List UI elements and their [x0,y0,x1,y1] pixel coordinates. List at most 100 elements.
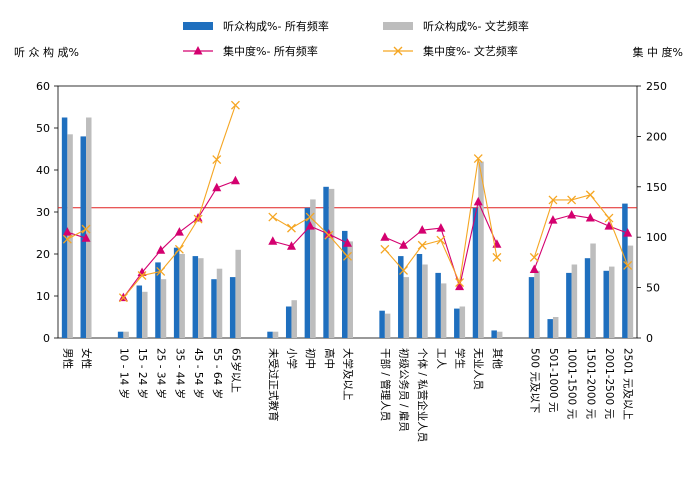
x-marker [193,214,203,224]
triangle-marker [417,225,427,234]
bar [155,262,161,338]
category-label: 初中 [304,348,317,369]
bar [603,270,609,338]
bar [622,203,628,338]
right-tick-label: 50 [646,282,660,295]
bar [304,207,311,338]
left-tick-label: 40 [36,164,50,177]
bar [440,283,447,338]
bar [173,247,180,338]
x-marker [567,195,577,205]
lines [62,100,633,303]
legend-label: 集中度%- 所有频率 [223,44,318,58]
bar [123,331,129,338]
category-label: 女性 [80,348,93,369]
bar [608,266,615,338]
bar [422,264,428,338]
x-marker [81,224,91,234]
bar [142,291,148,338]
x-marker [174,244,184,254]
left-tick-label: 0 [43,332,50,345]
category-label: 无业人员 [472,348,484,390]
triangle-marker [399,240,409,249]
left-tick-label: 60 [36,80,50,93]
triangle-marker [567,210,577,219]
x-marker [399,266,408,275]
legend-label: 集中度%- 文艺频率 [423,44,518,58]
x-marker [62,234,72,244]
category-label: 个体 / 私营企业人员 [416,348,429,442]
bar [179,254,185,338]
bar [136,285,143,338]
x-marker [529,252,539,262]
category-label: 10 - 14 岁 [117,348,130,399]
bar [478,161,484,338]
x-marker [268,212,278,222]
x-marker [230,100,240,110]
left-tick-label: 50 [36,122,50,135]
bar [496,331,503,338]
x-marker [548,195,558,205]
legend-label: 听众构成%- 所有频率 [223,19,329,33]
category-label: 25 - 34 岁 [155,348,168,399]
x-marker [380,244,390,254]
bar [384,313,391,338]
category-label: 小学 [285,348,298,369]
category-labels: 男性 女性 10 - 14 岁 15 - 24 岁 25 - 34 岁 35 - 44 岁… [61,348,633,442]
bar [310,199,316,338]
x-marker [137,271,147,280]
triangle-marker [623,228,633,237]
triangle-marker [529,264,539,273]
bar [229,277,236,338]
right-tick-label: 250 [646,80,667,93]
bar [342,230,348,338]
bar [552,317,559,338]
x-marker [473,154,483,164]
right-tick-label: 0 [646,332,653,345]
category-label: 干部 / 管理人员 [379,348,392,421]
triangle-marker [286,241,296,250]
right-tick-label: 100 [646,231,667,244]
bar [328,188,335,338]
x-marker [287,223,296,233]
series-line [67,228,87,240]
bar [459,306,466,338]
x-marker [436,235,446,245]
category-label: 55 - 64 岁 [211,348,224,399]
bar [528,277,535,338]
legend-label: 听众构成%- 文艺频率 [423,19,529,33]
triangle-marker [212,182,222,192]
left-tick-label: 10 [36,290,50,303]
bar [584,258,591,338]
left-axis-title: 听 众 构 成% [14,45,79,59]
category-label: 工人 [435,348,447,369]
triangle-marker [604,221,614,230]
category-label: 高中 [323,348,336,369]
bar [216,268,223,338]
category-label: 大学及以上 [342,348,355,401]
right-tick-label: 200 [646,130,667,143]
bar [323,186,329,338]
bar [566,272,572,338]
bar [534,270,540,338]
bar [590,243,596,338]
triangle-marker [380,232,390,241]
bar [267,331,273,338]
bar [61,117,68,338]
category-label: 1001-1500 元 [566,348,578,420]
triangle-marker [473,196,483,206]
triangle-marker [324,229,334,238]
x-marker [305,212,315,222]
legend-marker [393,46,403,56]
series-line [533,214,628,270]
bar [211,279,217,338]
category-label: 2501 元及以上 [622,348,634,420]
x-marker [455,278,465,288]
x-marker [417,240,427,250]
triangle-marker [305,221,315,230]
x-marker [585,190,595,200]
category-label: 500 元及以下 [528,348,540,413]
x-marker [604,213,614,223]
bar [117,331,124,338]
